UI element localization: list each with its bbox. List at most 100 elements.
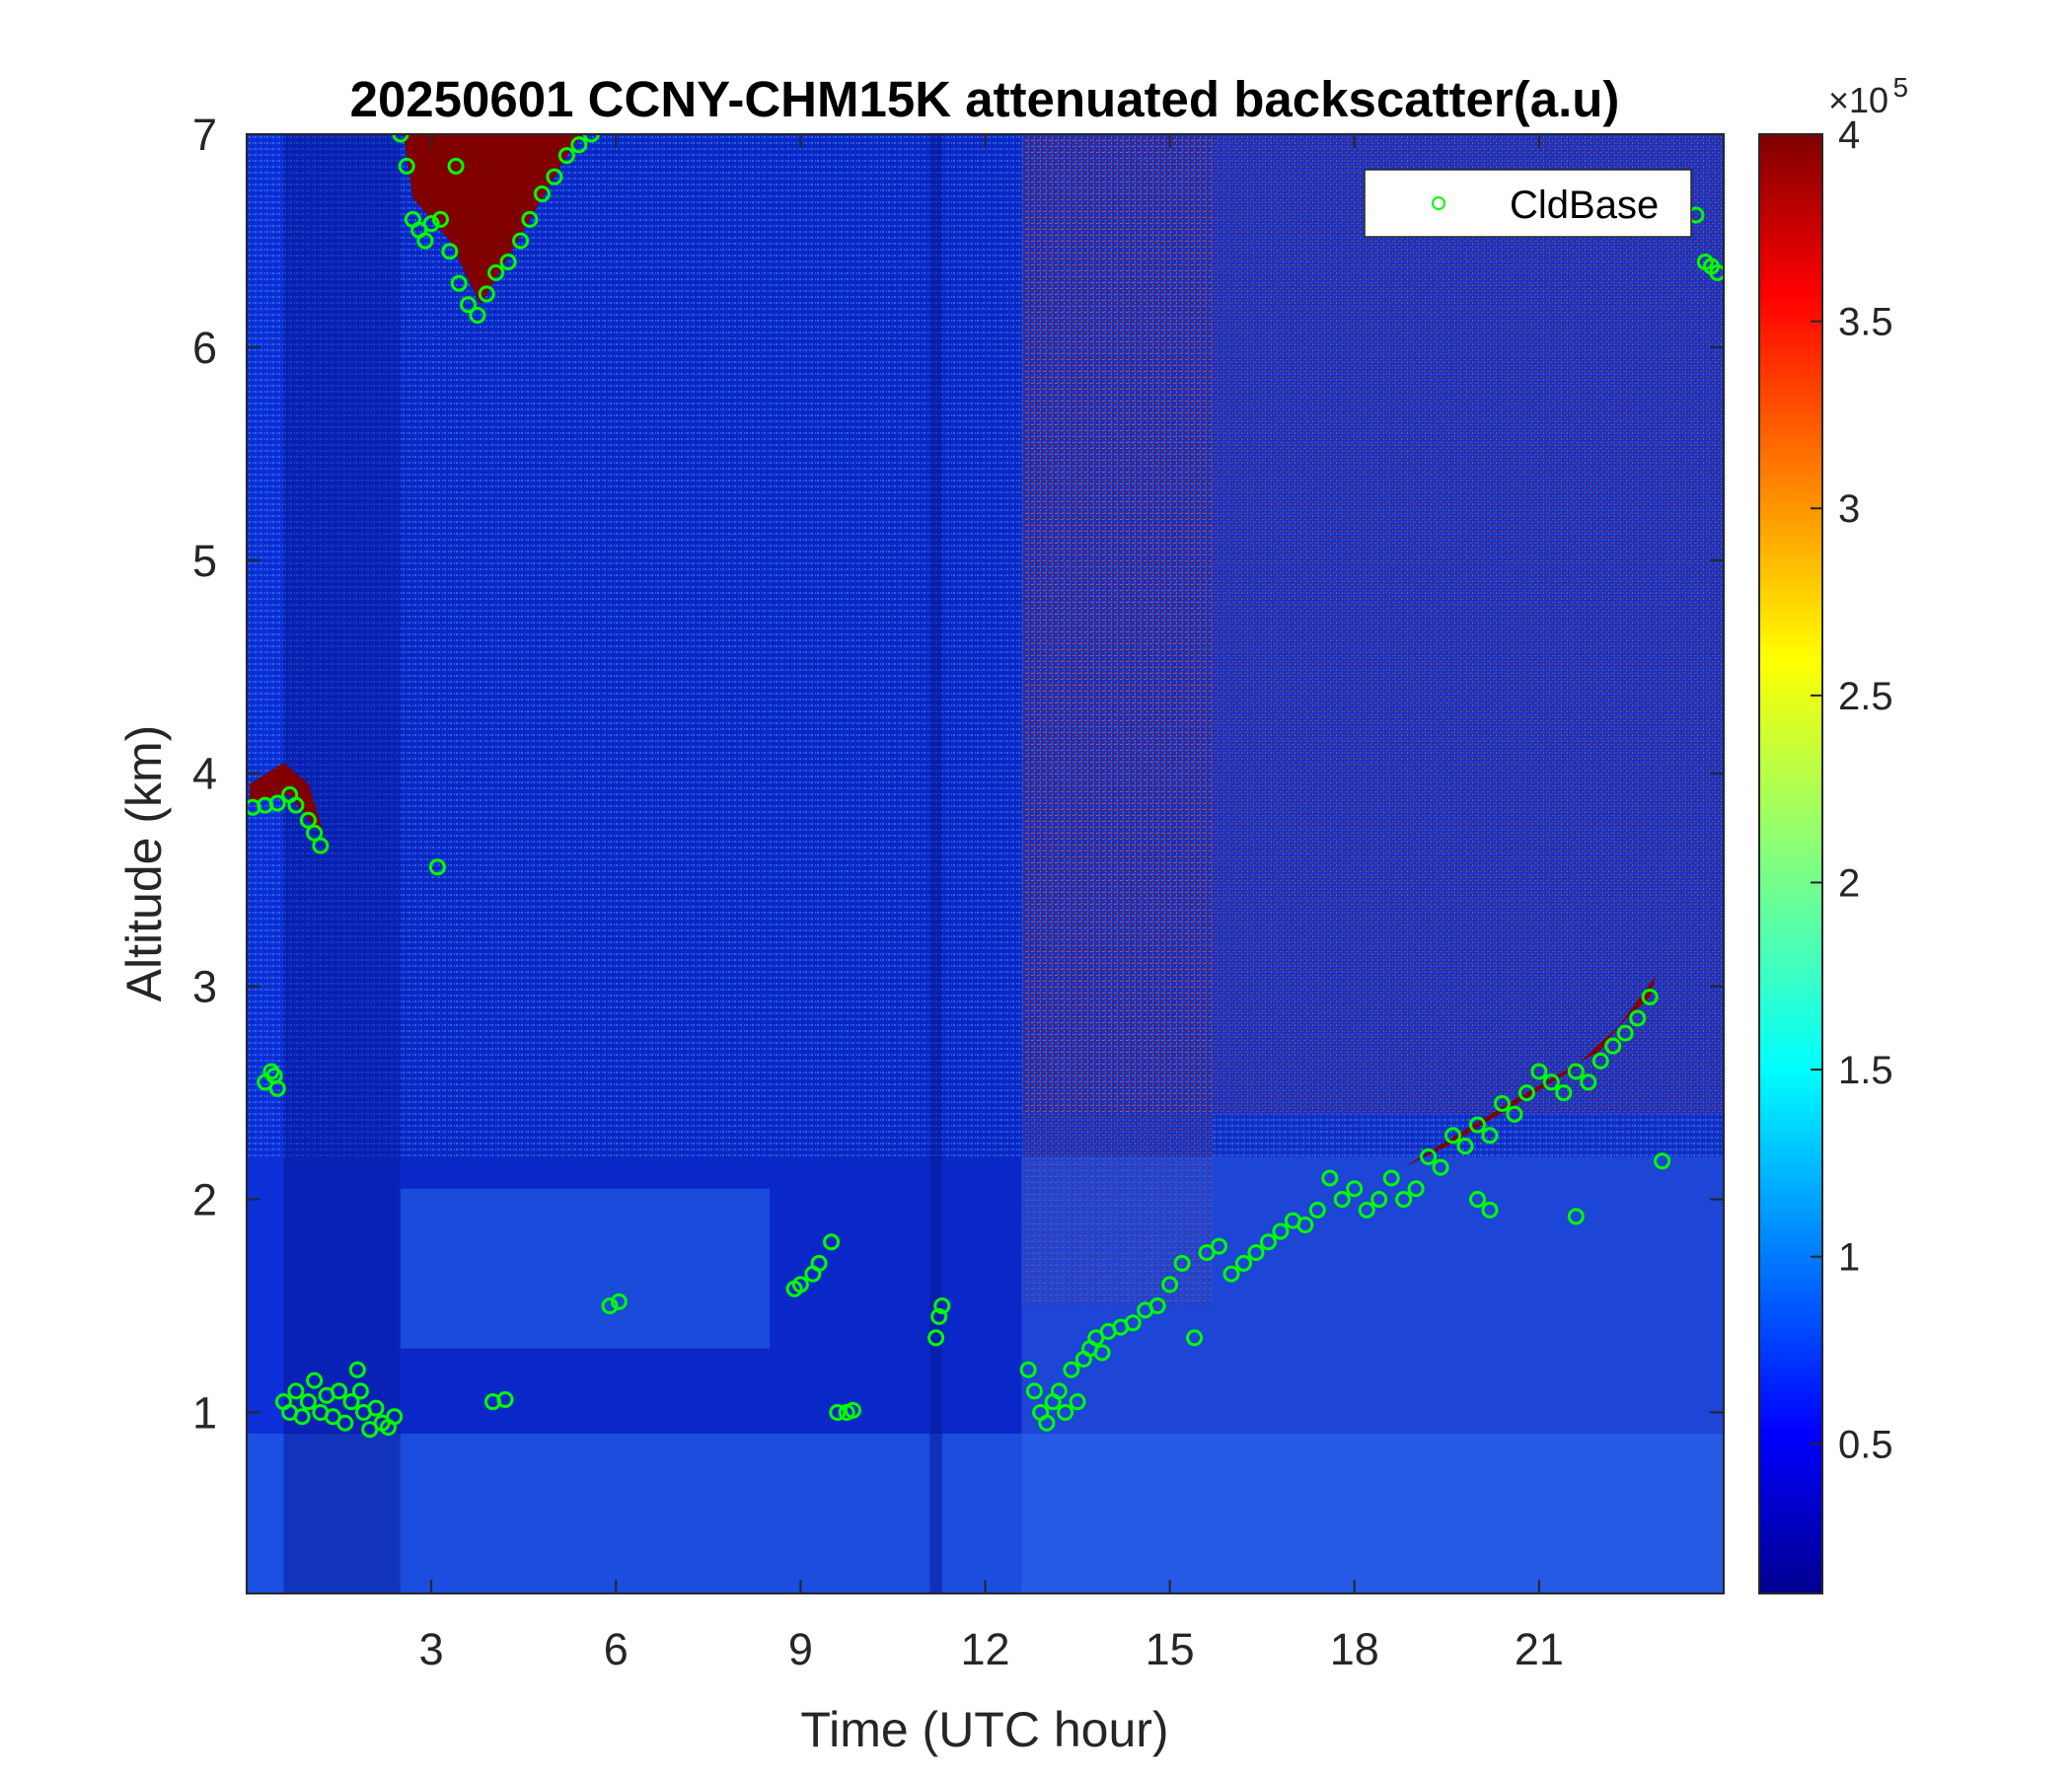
cldbase-point-47 xyxy=(521,210,539,228)
y-tick-label-2: 3 xyxy=(192,962,217,1012)
cldbase-point-99 xyxy=(1296,1216,1314,1233)
cldbase-point-23 xyxy=(342,1393,360,1411)
cldbase-point-105 xyxy=(1370,1191,1388,1209)
legend-box xyxy=(1364,169,1692,238)
y-tick-label-3: 4 xyxy=(192,749,217,799)
cldbase-point-100 xyxy=(1308,1201,1326,1219)
x-tick-label-5: 18 xyxy=(1330,1624,1379,1674)
cldbase-point-94 xyxy=(1234,1254,1252,1272)
colorbar-tick-label-4: 2.5 xyxy=(1838,675,1893,718)
cldbase-point-103 xyxy=(1346,1180,1364,1198)
x-tick-label-1: 6 xyxy=(604,1624,629,1674)
cldbase-point-38 xyxy=(431,210,449,228)
x-tick-label-6: 21 xyxy=(1515,1624,1564,1674)
cldbase-point-39 xyxy=(441,243,459,260)
cldbase-point-125 xyxy=(1616,1024,1634,1042)
colorbar-tick-label-6: 3.5 xyxy=(1838,301,1893,344)
backscatter-heatmap xyxy=(247,134,1724,1593)
cldbase-point-95 xyxy=(1247,1244,1265,1262)
chart-title: 20250601 CCNY-CHM15K attenuated backscat… xyxy=(350,71,1620,127)
cldbase-point-104 xyxy=(1358,1201,1375,1219)
x-tick-label-3: 12 xyxy=(960,1624,1009,1674)
colorbar-tick-label-2: 1.5 xyxy=(1838,1049,1893,1092)
heatmap-dark-column-1 xyxy=(929,134,942,1593)
cldbase-point-40 xyxy=(450,274,468,292)
cldbase-point-62 xyxy=(810,1254,828,1272)
cldbase-point-120 xyxy=(1555,1084,1573,1102)
cldbase-point-21 xyxy=(331,1382,348,1400)
cldbase-point-75 xyxy=(1050,1382,1068,1400)
cldbase-point-54 xyxy=(428,858,446,876)
cldbase-point-128 xyxy=(1469,1191,1486,1209)
cldbase-point-45 xyxy=(499,254,517,271)
cldbase-point-129 xyxy=(1481,1201,1499,1219)
cldbase-point-135 xyxy=(1709,263,1724,281)
cldbase-point-101 xyxy=(1321,1169,1339,1187)
cldbase-point-73 xyxy=(1038,1414,1056,1432)
y-tick-label-4: 5 xyxy=(192,536,217,586)
cldbase-point-43 xyxy=(478,285,495,303)
cldbase-point-126 xyxy=(1629,1009,1647,1027)
cldbase-point-114 xyxy=(1481,1127,1499,1145)
cldbase-point-70 xyxy=(1019,1361,1037,1378)
cldbase-point-97 xyxy=(1272,1222,1290,1240)
cldbase-point-107 xyxy=(1395,1191,1413,1209)
legend-entry-cldbase: CldBase xyxy=(1510,184,1659,227)
cldbase-point-87 xyxy=(1148,1297,1166,1315)
colorbar-multiplier-exponent: 5 xyxy=(1893,72,1909,103)
cldbase-point-17 xyxy=(306,1371,324,1389)
cldbase-point-22 xyxy=(336,1414,354,1432)
cldbase-point-121 xyxy=(1567,1063,1585,1080)
cldbase-point-130 xyxy=(1567,1208,1585,1225)
cloud-patch-mid xyxy=(250,762,324,834)
x-axis-label: Time (UTC hour) xyxy=(800,1702,1168,1757)
cldbase-point-48 xyxy=(533,185,551,202)
heatmap-residual-layer xyxy=(400,1188,771,1349)
colorbar-multiplier-prefix: ×10 xyxy=(1828,80,1888,120)
cldbase-point-58 xyxy=(610,1293,628,1310)
x-axis-ticks: 3 6 9 12 15 18 21 xyxy=(419,134,1564,1674)
cldbase-point-51 xyxy=(570,136,588,154)
cldbase-point-89 xyxy=(1173,1254,1191,1272)
y-axis-ticks: 1 2 3 4 5 6 7 xyxy=(192,110,1724,1438)
cldbase-point-90 xyxy=(1186,1329,1204,1347)
cldbase-point-117 xyxy=(1517,1084,1535,1102)
cldbase-point-108 xyxy=(1407,1180,1425,1198)
cldbase-point-111 xyxy=(1444,1127,1462,1145)
cldbase-point-33 xyxy=(398,157,415,175)
cldbase-point-4 xyxy=(287,796,305,814)
cldbase-point-7 xyxy=(312,837,330,854)
cldbase-point-53 xyxy=(447,157,465,175)
cldbase-point-69 xyxy=(933,1297,951,1315)
x-tick-label-4: 15 xyxy=(1146,1624,1195,1674)
cldbase-point-127 xyxy=(1641,988,1659,1005)
cldbase-point-49 xyxy=(546,168,563,185)
cldbase-point-68 xyxy=(930,1307,948,1325)
cldbase-point-110 xyxy=(1432,1158,1449,1176)
cldbase-point-52 xyxy=(582,134,600,143)
colorbar-multiplier: ×10 5 xyxy=(1828,72,1908,120)
heatmap-boundary-layer xyxy=(247,1434,1724,1593)
heatmap-mixed-layer xyxy=(1021,1156,1724,1593)
cldbase-point-76 xyxy=(1057,1403,1074,1421)
cldbase-point-25 xyxy=(351,1382,369,1400)
cldbase-point-93 xyxy=(1222,1265,1240,1283)
cldbase-point-116 xyxy=(1506,1105,1523,1123)
cloud-patch-high xyxy=(404,134,582,305)
cldbase-point-123 xyxy=(1591,1052,1609,1070)
heatmap-dark-column-0 xyxy=(283,134,401,1593)
cldbase-point-15 xyxy=(293,1408,311,1426)
cldbase-point-109 xyxy=(1420,1147,1438,1165)
cldbase-point-11 xyxy=(265,1067,283,1084)
cldbase-point-77 xyxy=(1063,1361,1080,1378)
cldbase-point-44 xyxy=(487,263,505,281)
y-axis-label: Altitude (km) xyxy=(116,725,172,1002)
cldbase-point-42 xyxy=(469,307,486,325)
cldbase-point-64 xyxy=(829,1403,847,1421)
colorbar-tick-label-0: 0.5 xyxy=(1838,1423,1893,1466)
cldbase-point-2 xyxy=(268,794,286,812)
cldbase-point-66 xyxy=(844,1401,861,1419)
cldbase-point-131 xyxy=(1654,1152,1671,1170)
cldbase-point-24 xyxy=(348,1361,366,1378)
cldbase-point-92 xyxy=(1211,1237,1228,1255)
